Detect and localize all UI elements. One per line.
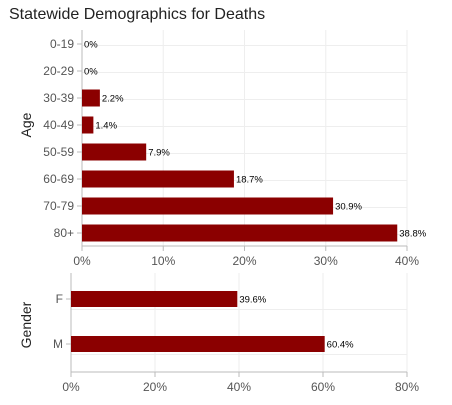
age-axis-title: Age — [18, 112, 34, 137]
age-data-label: 2.2% — [102, 94, 124, 105]
age-x-tick-label: 40% — [395, 254, 419, 268]
age-x-tick-label: 0% — [73, 254, 91, 268]
chart-title: Statewide Demographics for Deaths — [9, 6, 266, 23]
gender-x-tick-label: 40% — [227, 380, 251, 394]
age-category-label: 70-79 — [43, 199, 74, 213]
age-category-label: 30-39 — [43, 91, 74, 105]
age-category-label: 60-69 — [43, 172, 74, 186]
age-bar — [82, 170, 234, 188]
gender-data-label: 60.4% — [327, 340, 354, 351]
age-data-label: 7.9% — [148, 148, 170, 159]
gender-category-label: F — [56, 292, 63, 306]
gender-x-tick-label: 0% — [62, 380, 80, 394]
age-data-label: 18.7% — [236, 175, 263, 186]
gender-x-tick-label: 80% — [395, 380, 419, 394]
age-bar — [82, 143, 147, 161]
age-x-tick-label: 30% — [314, 254, 338, 268]
gender-category-label: M — [53, 337, 63, 351]
age-category-label: 20-29 — [43, 64, 74, 78]
gender-bar — [71, 291, 238, 307]
age-category-label: 40-49 — [43, 118, 74, 132]
age-data-label: 30.9% — [335, 202, 362, 213]
gender-bar — [71, 336, 325, 352]
age-bar — [82, 224, 398, 242]
gender-x-tick-label: 60% — [311, 380, 335, 394]
age-x-tick-label: 10% — [151, 254, 175, 268]
gender-data-label: 39.6% — [239, 295, 266, 306]
age-data-label: 38.8% — [399, 229, 426, 240]
age-x-tick-label: 20% — [232, 254, 256, 268]
age-category-label: 50-59 — [43, 145, 74, 159]
age-bar — [82, 89, 100, 107]
age-bar — [82, 116, 94, 134]
age-category-label: 80+ — [54, 226, 74, 240]
gender-axis-title: Gender — [18, 301, 34, 348]
age-data-label: 0% — [84, 40, 98, 51]
age-data-label: 1.4% — [95, 121, 117, 132]
age-category-label: 0-19 — [50, 37, 74, 51]
age-bar — [82, 197, 334, 215]
age-data-label: 0% — [84, 67, 98, 78]
gender-x-tick-label: 20% — [143, 380, 167, 394]
